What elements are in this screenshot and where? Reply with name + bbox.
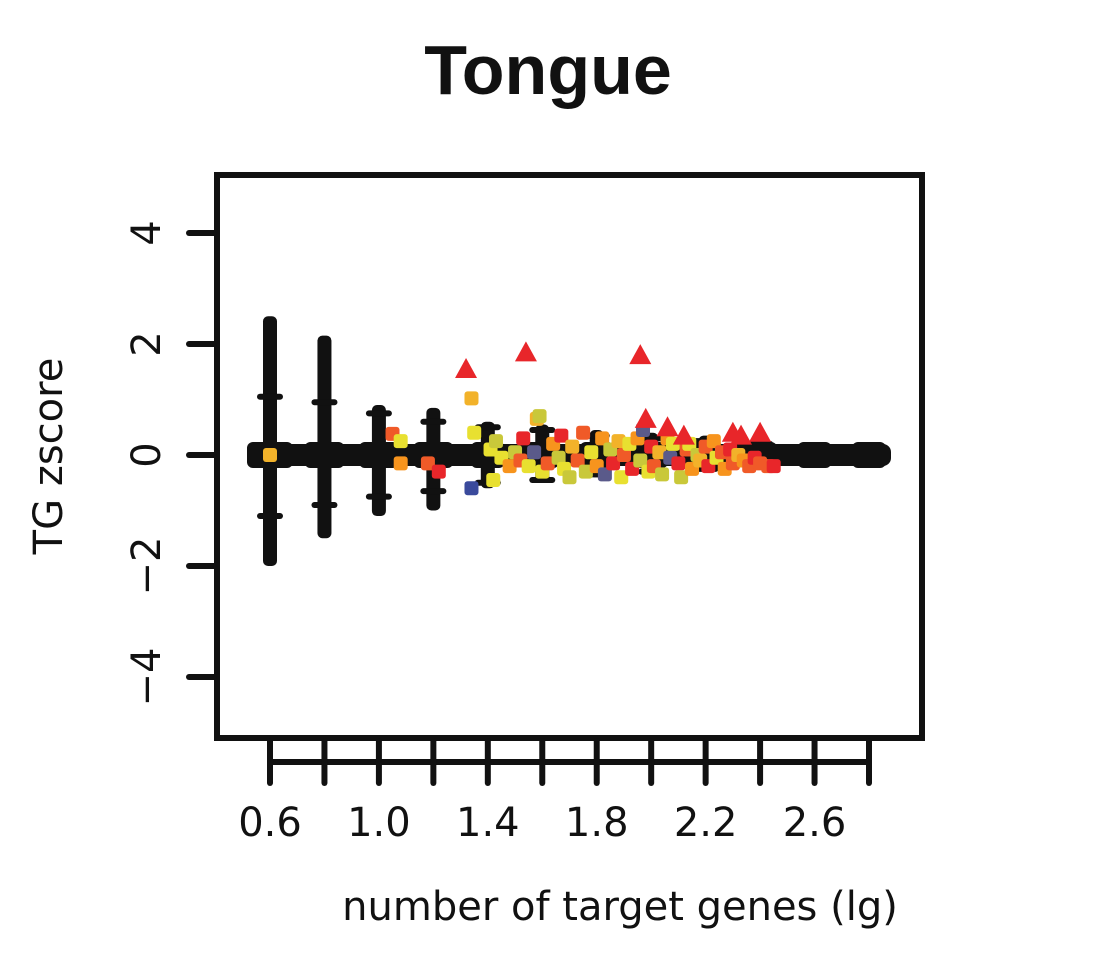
background-column-whisker [311,399,338,406]
data-point [565,439,580,454]
triangle-marker [514,341,537,362]
triangle-marker [730,424,753,445]
data-point [540,456,555,471]
data-point [464,391,479,406]
background-column-whisker [257,513,283,520]
y-tick-label: −4 [124,648,170,707]
triangle-marker [629,344,652,365]
background-column-whisker [257,393,283,400]
x-axis: 0.6 1.0 1.4 1.8 2.2 2.6 [238,738,872,846]
background-column-whisker [311,501,338,508]
data-point [554,428,569,443]
data-point [652,445,667,460]
background-column-whisker [365,410,392,417]
data-point [706,434,721,449]
background-column [317,335,332,539]
data-points [263,391,781,496]
data-point [674,470,689,485]
data-point [431,464,446,479]
data-point [595,431,610,446]
background-column-whisker [420,488,447,495]
background-column [263,316,277,566]
data-point [532,409,547,424]
x-tick-label: 1.4 [456,800,520,846]
data-point [616,448,631,462]
y-axis: −4 −2 0 2 4 [124,220,217,707]
data-point [527,445,542,460]
data-point [420,456,435,471]
x-tick-label: 1.0 [347,800,411,846]
triangle-marker [749,421,772,442]
y-tick-label: 4 [124,220,170,245]
data-point [766,459,781,474]
y-tick-label: 2 [124,331,170,356]
data-point [570,453,585,468]
data-point [597,467,612,482]
background-column-whisker [420,418,447,425]
data-point [614,470,629,485]
triangle-markers [455,341,772,445]
x-tick-label: 1.8 [565,800,629,846]
data-point [562,470,577,485]
triangle-marker [656,416,679,437]
background-column-whisker [474,424,501,431]
data-point [584,445,599,460]
triangle-marker [455,357,478,378]
x-axis-label: number of target genes (lg) [342,884,898,930]
data-point [467,425,482,440]
background-column-whisker [529,476,556,483]
data-point [263,448,277,462]
y-tick-label: −2 [124,537,170,596]
data-point [393,434,408,449]
data-point [633,453,648,468]
plot-frame [214,172,925,741]
data-point [606,456,621,471]
data-point [502,459,517,474]
data-point [393,456,408,471]
data-point [521,459,536,474]
data-point [464,481,479,496]
data-point [611,434,626,449]
background-column-whisker [365,493,392,500]
data-point [516,431,531,446]
data-point [578,464,593,479]
x-tick-label: 2.2 [674,800,738,846]
chart-title: Tongue [424,31,672,109]
x-tick-label: 0.6 [238,800,302,846]
data-point [671,456,686,471]
triangle-marker [672,424,695,445]
data-point [576,425,591,440]
background-column-whisker [529,427,556,434]
y-axis-label: TG zscore [26,358,72,556]
triangle-marker [634,407,657,428]
y-tick-label: 0 [124,442,170,467]
data-point [488,434,503,449]
x-tick-label: 2.6 [783,800,847,846]
data-point [655,467,670,482]
data-point [486,472,501,487]
data-point [551,450,566,465]
